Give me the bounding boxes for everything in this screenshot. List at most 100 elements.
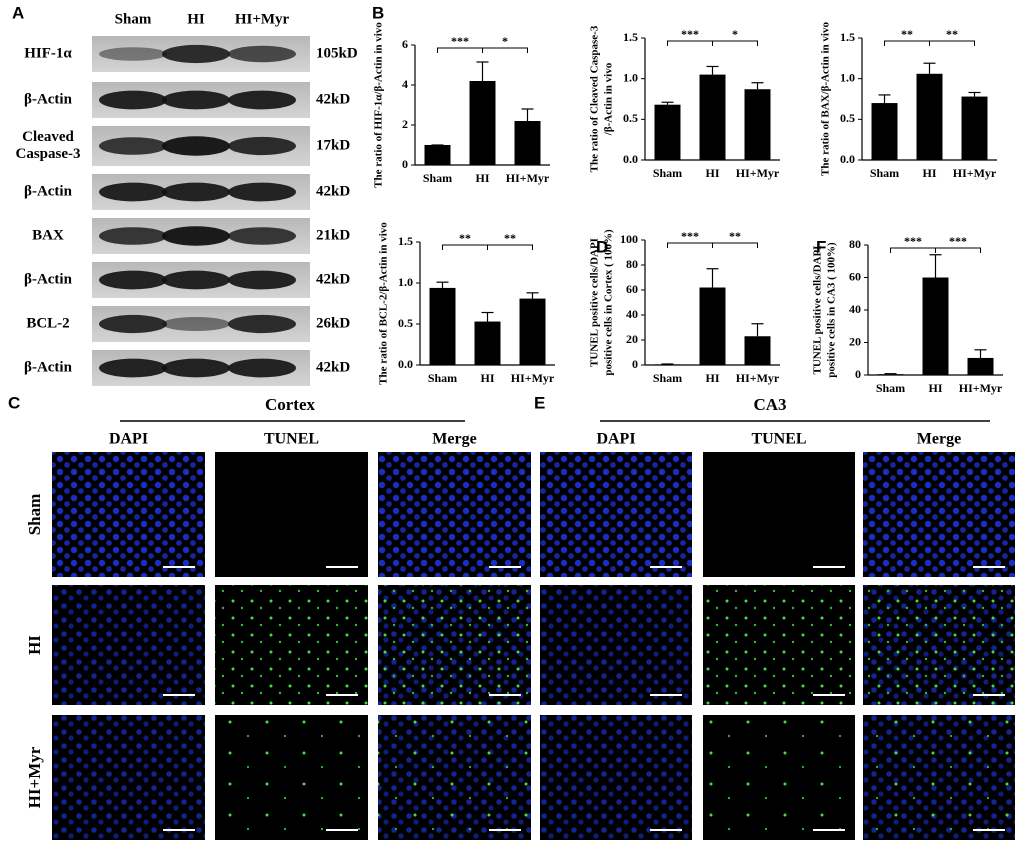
blot-row-label: β-Actin xyxy=(24,359,73,375)
panel-label: B xyxy=(372,3,384,22)
blot-band xyxy=(228,314,296,334)
y-axis-label: positive cells in Cortex ( 100%) xyxy=(603,229,615,376)
blot-row-label: BCL-2 xyxy=(26,315,69,331)
y-tick-label: 40 xyxy=(626,307,638,321)
bar xyxy=(469,81,496,165)
x-tick-label: Sham xyxy=(653,371,682,385)
blot-row-label: HIF-1α xyxy=(24,45,72,61)
bar xyxy=(967,357,994,375)
x-tick-label: HI+Myr xyxy=(736,371,780,385)
column-label: TUNEL xyxy=(264,431,319,448)
blot-band xyxy=(228,358,296,378)
blot-band xyxy=(162,182,230,202)
significance-label: *** xyxy=(681,27,699,41)
x-tick-label: Sham xyxy=(870,166,899,180)
y-tick-label: 1.5 xyxy=(398,234,413,248)
panel-label: F xyxy=(816,237,826,256)
y-axis-label: /β-Actin in vivo xyxy=(603,62,615,136)
error-bar xyxy=(878,94,891,104)
error-bar xyxy=(481,311,494,322)
y-axis-label: TUNEL positive cells/DAPI xyxy=(589,238,601,367)
significance-bracket xyxy=(487,244,533,250)
blot-size-label: 42kD xyxy=(316,271,350,287)
blot-band xyxy=(228,136,296,156)
y-tick-label: 100 xyxy=(620,232,638,246)
x-tick-label: HI xyxy=(928,381,942,395)
blot-band xyxy=(99,182,167,202)
y-axis-label: The ratio of BAX/β-Actin in vivo xyxy=(820,22,832,176)
micrograph xyxy=(52,715,205,840)
significance-bracket xyxy=(935,247,981,253)
significance-bracket xyxy=(442,244,488,250)
tunel-signal xyxy=(215,715,368,840)
panel-label: E xyxy=(534,393,545,412)
bar xyxy=(654,104,681,160)
y-tick-label: 0 xyxy=(855,367,861,381)
x-tick-label: HI+Myr xyxy=(511,371,555,385)
column-label: Merge xyxy=(917,431,961,448)
blot-row-label: Cleaved Caspase-3 xyxy=(15,129,80,162)
significance-bracket xyxy=(667,40,713,46)
y-tick-label: 60 xyxy=(849,269,861,283)
bar xyxy=(922,277,949,375)
significance-label: *** xyxy=(904,234,922,248)
y-axis-label: TUNEL positive cells/DAPI xyxy=(812,246,824,375)
error-bar xyxy=(968,91,981,97)
row-label: HI+Myr xyxy=(25,746,44,808)
y-tick-label: 0.5 xyxy=(623,111,638,125)
bar xyxy=(474,321,501,365)
significance-bracket xyxy=(929,40,975,46)
blot-size-label: 26kD xyxy=(316,315,350,331)
x-tick-label: HI+Myr xyxy=(736,166,780,180)
significance-bracket xyxy=(437,47,483,53)
blot-band xyxy=(228,90,296,110)
micrograph xyxy=(52,452,205,577)
x-tick-label: HI+Myr xyxy=(953,166,997,180)
blot-band xyxy=(99,358,167,378)
blot-band xyxy=(162,90,230,110)
y-tick-label: 40 xyxy=(849,302,861,316)
y-tick-label: 4 xyxy=(402,77,408,91)
micrograph xyxy=(52,585,205,705)
x-tick-label: HI xyxy=(475,171,489,185)
y-tick-label: 1.5 xyxy=(623,30,638,44)
significance-label: ** xyxy=(729,229,741,243)
significance-bracket xyxy=(482,47,528,53)
micrograph xyxy=(540,715,692,840)
blot-band xyxy=(228,182,296,202)
y-tick-label: 1.0 xyxy=(398,275,413,289)
row-label: HI xyxy=(25,635,44,655)
x-tick-label: HI xyxy=(922,166,936,180)
x-tick-label: Sham xyxy=(428,371,457,385)
significance-label: *** xyxy=(949,234,967,248)
blot-row-label: β-Actin xyxy=(24,91,73,107)
row-label: Sham xyxy=(25,494,44,536)
error-bar xyxy=(923,62,936,74)
micrograph xyxy=(540,452,692,577)
tunel-signal xyxy=(863,585,1015,705)
blot-size-label: 42kD xyxy=(316,91,350,107)
significance-label: * xyxy=(502,34,508,48)
tunel-signal xyxy=(215,585,368,705)
y-tick-label: 0.0 xyxy=(398,357,413,371)
error-bar xyxy=(706,65,719,75)
significance-bracket xyxy=(667,242,713,248)
significance-label: *** xyxy=(681,229,699,243)
error-bar xyxy=(661,101,674,105)
column-label: Merge xyxy=(432,431,476,448)
error-bar xyxy=(974,349,987,358)
bar xyxy=(424,145,451,165)
bar xyxy=(654,364,681,365)
micrograph xyxy=(215,452,368,577)
y-tick-label: 80 xyxy=(849,237,861,251)
error-bar xyxy=(751,82,764,90)
micrograph xyxy=(863,452,1015,577)
blot-column-label: HI+Myr xyxy=(235,11,290,27)
blot-size-label: 42kD xyxy=(316,359,350,375)
blot-size-label: 42kD xyxy=(316,183,350,199)
bar xyxy=(877,374,904,375)
error-bar xyxy=(526,292,539,299)
bar xyxy=(514,121,541,165)
bar xyxy=(871,103,898,160)
